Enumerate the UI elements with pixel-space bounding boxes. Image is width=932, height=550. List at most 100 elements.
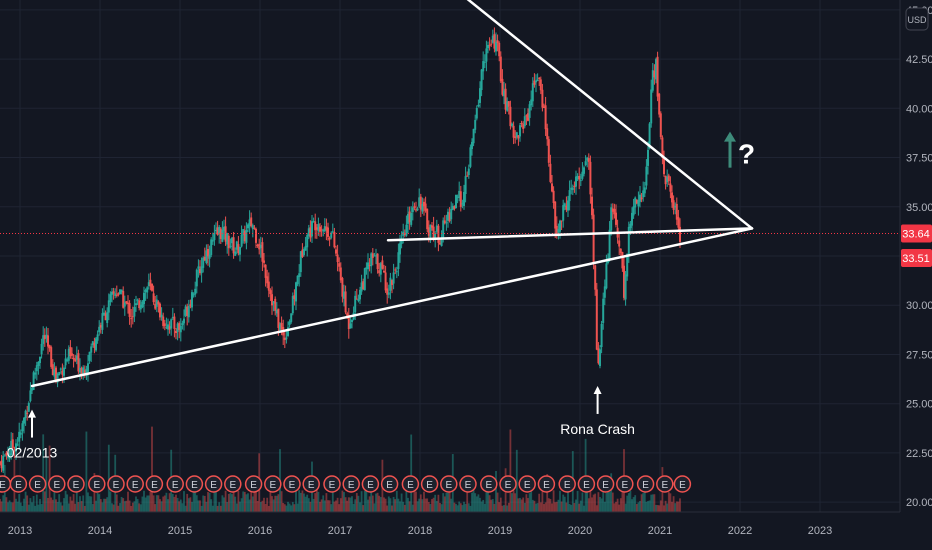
candle-body[interactable] xyxy=(170,319,173,329)
candle-body[interactable] xyxy=(418,197,421,207)
candle-body[interactable] xyxy=(608,229,611,261)
candle-body[interactable] xyxy=(2,455,5,471)
candle-body[interactable] xyxy=(578,175,581,180)
candle-body[interactable] xyxy=(67,348,70,361)
candle-body[interactable] xyxy=(82,367,85,374)
candle-body[interactable] xyxy=(455,194,457,209)
candle-body[interactable] xyxy=(519,125,521,137)
candle-body[interactable] xyxy=(634,197,637,208)
candle-body[interactable] xyxy=(101,313,104,330)
candle-body[interactable] xyxy=(115,294,118,296)
candle-body[interactable] xyxy=(517,135,520,139)
candle-body[interactable] xyxy=(277,308,280,328)
candle-body[interactable] xyxy=(146,287,149,293)
candle-body[interactable] xyxy=(317,224,320,231)
earnings-marker[interactable] xyxy=(459,475,477,493)
candle-body[interactable] xyxy=(642,190,645,198)
candle-body[interactable] xyxy=(445,222,448,224)
candle-body[interactable] xyxy=(290,313,293,322)
candle-body[interactable] xyxy=(557,228,560,233)
candle-body[interactable] xyxy=(327,227,329,237)
candle-body[interactable] xyxy=(400,238,403,245)
candle-body[interactable] xyxy=(325,226,328,231)
candle-body[interactable] xyxy=(424,203,427,211)
candle-body[interactable] xyxy=(264,264,267,278)
candle-body[interactable] xyxy=(131,316,134,318)
candle-body[interactable] xyxy=(480,69,483,90)
candle-body[interactable] xyxy=(79,367,81,373)
candle-body[interactable] xyxy=(263,260,265,263)
candle-body[interactable] xyxy=(205,250,208,264)
candle-body[interactable] xyxy=(203,256,206,261)
candle-body[interactable] xyxy=(659,113,662,137)
earnings-marker[interactable] xyxy=(636,475,655,493)
candle-body[interactable] xyxy=(192,294,195,296)
candle-body[interactable] xyxy=(442,220,445,240)
candle-body[interactable] xyxy=(339,267,342,281)
candle-body[interactable] xyxy=(602,298,605,323)
candle-body[interactable] xyxy=(546,128,549,140)
earnings-marker[interactable] xyxy=(28,475,47,493)
candle-body[interactable] xyxy=(360,282,363,292)
earnings-marker[interactable] xyxy=(440,475,458,493)
candle-body[interactable] xyxy=(432,226,435,239)
candle-body[interactable] xyxy=(195,269,198,287)
candle-body[interactable] xyxy=(309,227,312,238)
candle-body[interactable] xyxy=(512,125,515,138)
earnings-marker[interactable] xyxy=(9,475,28,493)
candle-body[interactable] xyxy=(168,326,171,330)
candle-body[interactable] xyxy=(384,272,387,291)
candle-body[interactable] xyxy=(650,89,653,124)
candle-body[interactable] xyxy=(61,370,64,375)
candle-body[interactable] xyxy=(154,303,157,309)
candle-body[interactable] xyxy=(319,226,321,232)
candle-body[interactable] xyxy=(175,330,177,333)
candle-body[interactable] xyxy=(645,166,648,186)
candle-body[interactable] xyxy=(163,323,166,327)
earnings-marker[interactable] xyxy=(380,475,399,493)
candle-body[interactable] xyxy=(423,201,425,207)
candle-body[interactable] xyxy=(152,293,155,303)
candle-body[interactable] xyxy=(619,248,622,253)
candle-body[interactable] xyxy=(7,456,9,458)
candle-body[interactable] xyxy=(391,280,393,285)
candle-body[interactable] xyxy=(530,99,533,106)
candle-body[interactable] xyxy=(627,226,630,257)
candle-body[interactable] xyxy=(27,402,30,412)
candle-body[interactable] xyxy=(434,233,437,240)
candle-body[interactable] xyxy=(389,277,392,291)
candle-body[interactable] xyxy=(674,205,677,208)
earnings-marker[interactable] xyxy=(88,475,106,493)
candle-body[interactable] xyxy=(269,290,272,294)
candle-body[interactable] xyxy=(523,116,526,127)
candle-body[interactable] xyxy=(77,353,80,372)
candle-body[interactable] xyxy=(29,390,32,402)
candle-body[interactable] xyxy=(299,251,302,273)
candle-body[interactable] xyxy=(576,176,579,180)
candle-body[interactable] xyxy=(237,244,240,253)
candle-body[interactable] xyxy=(280,322,283,330)
candle-body[interactable] xyxy=(151,283,153,291)
earnings-marker[interactable] xyxy=(616,475,634,493)
candle-body[interactable] xyxy=(8,453,11,459)
earnings-marker[interactable] xyxy=(145,475,164,493)
earnings-marker[interactable] xyxy=(107,475,125,493)
candle-body[interactable] xyxy=(291,296,294,314)
candle-body[interactable] xyxy=(379,263,382,275)
candle-body[interactable] xyxy=(176,323,179,332)
candle-body[interactable] xyxy=(538,77,541,79)
candle-body[interactable] xyxy=(210,239,213,255)
candle-body[interactable] xyxy=(123,302,126,307)
candle-body[interactable] xyxy=(643,187,646,194)
candle-body[interactable] xyxy=(469,147,472,167)
candle-body[interactable] xyxy=(245,229,248,243)
candle-body[interactable] xyxy=(381,260,384,269)
candle-body[interactable] xyxy=(144,289,147,292)
candle-body[interactable] xyxy=(275,310,278,314)
candle-body[interactable] xyxy=(141,301,144,308)
candle-body[interactable] xyxy=(0,462,1,464)
candle-body[interactable] xyxy=(655,59,657,80)
candle-body[interactable] xyxy=(547,139,550,163)
candle-body[interactable] xyxy=(399,243,401,255)
